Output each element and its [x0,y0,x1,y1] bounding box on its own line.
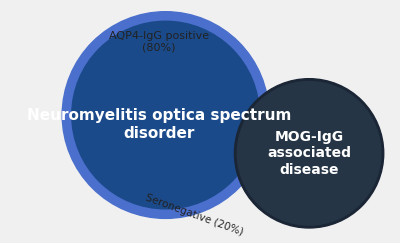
Circle shape [62,12,269,218]
Text: MOG-IgG
associated
disease: MOG-IgG associated disease [267,130,351,176]
Circle shape [234,79,384,228]
Circle shape [72,21,259,209]
Text: Neuromyelitis optica spectrum
disorder: Neuromyelitis optica spectrum disorder [27,108,291,141]
Text: AQP4-IgG positive
(80%): AQP4-IgG positive (80%) [109,31,209,52]
Circle shape [237,82,381,225]
Text: Seronegative (20%): Seronegative (20%) [144,192,244,237]
